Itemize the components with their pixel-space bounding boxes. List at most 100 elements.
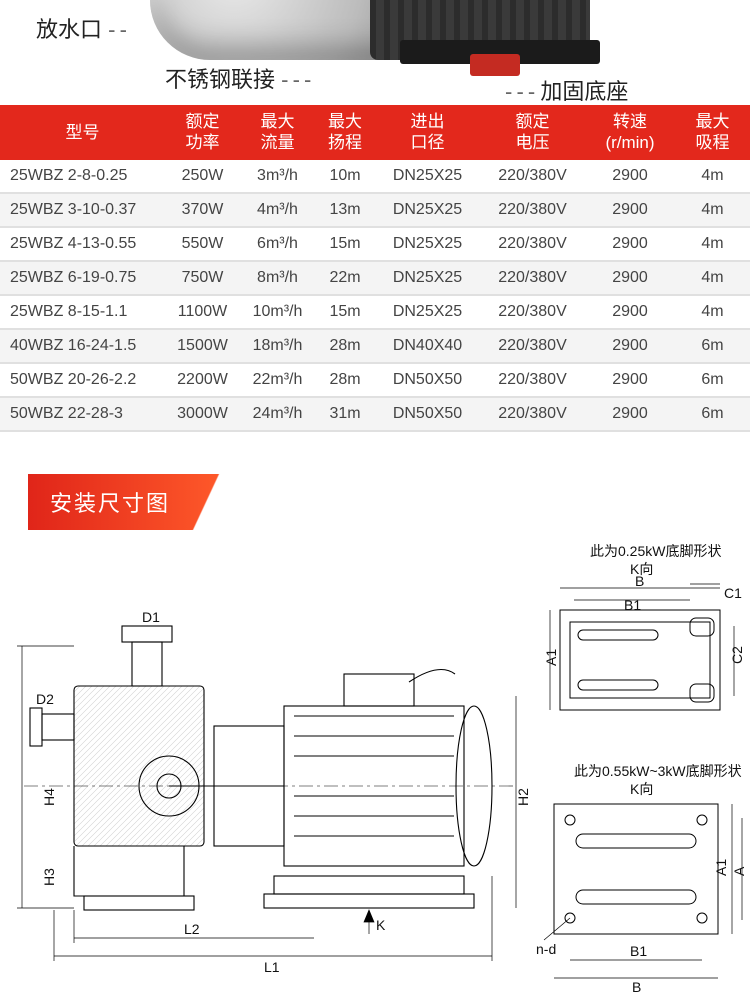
annot-drain-port-label: 放水口 [36, 17, 102, 42]
cell-model: 50WBZ 22-28-3 [0, 397, 165, 431]
cell-port: DN50X50 [375, 363, 480, 397]
spec-table-head: 型号额定功率最大流量最大扬程进出口径额定电压转速(r/min)最大吸程 [0, 105, 750, 160]
spec-col-head: 最大扬程 [315, 105, 375, 160]
dim-L1: L1 [264, 959, 280, 975]
cell-speed: 2900 [585, 227, 675, 261]
cell-flow: 6m³/h [240, 227, 315, 261]
cell-port: DN25X25 [375, 295, 480, 329]
cell-speed: 2900 [585, 193, 675, 227]
diagram-region: L1 L2 K D1 D2 H1 H4 H3 H2 此为0.25kW底脚形状 K… [0, 536, 750, 996]
table-row: 25WBZ 8-15-1.11100W10m³/h15mDN25X25220/3… [0, 295, 750, 329]
cell-model: 25WBZ 3-10-0.37 [0, 193, 165, 227]
cell-head: 15m [315, 295, 375, 329]
spec-col-speed: 转速(r/min) [585, 105, 675, 160]
cell-flow: 10m³/h [240, 295, 315, 329]
foot-large-title: 此为0.55kW~3kW底脚形状 [574, 764, 742, 779]
cell-port: DN50X50 [375, 397, 480, 431]
table-row: 50WBZ 20-26-2.22200W22m³/h28mDN50X50220/… [0, 363, 750, 397]
spec-col-power: 额定功率 [165, 105, 240, 160]
cell-voltage: 220/380V [480, 160, 585, 193]
cell-flow: 18m³/h [240, 329, 315, 363]
cell-power: 550W [165, 227, 240, 261]
cell-speed: 2900 [585, 295, 675, 329]
cell-power: 2200W [165, 363, 240, 397]
foot-small-title: 此为0.25kW底脚形状 [590, 544, 721, 559]
foot-B: B [635, 573, 644, 589]
pump-section-diagram: L1 L2 K D1 D2 H1 H4 H3 H2 [14, 596, 534, 976]
spec-table-body: 25WBZ 2-8-0.25250W3m³/h10mDN25X25220/380… [0, 160, 750, 431]
cell-model: 40WBZ 16-24-1.5 [0, 329, 165, 363]
cell-head: 10m [315, 160, 375, 193]
cell-flow: 4m³/h [240, 193, 315, 227]
annot-ss-coupling-label: 不锈钢联接 [165, 67, 275, 92]
cell-head: 13m [315, 193, 375, 227]
dim-H3: H3 [41, 867, 57, 885]
cell-head: 28m [315, 329, 375, 363]
cell-voltage: 220/380V [480, 193, 585, 227]
cell-suction: 4m [675, 193, 750, 227]
cell-voltage: 220/380V [480, 363, 585, 397]
cell-voltage: 220/380V [480, 261, 585, 295]
cell-model: 25WBZ 4-13-0.55 [0, 227, 165, 261]
cell-power: 370W [165, 193, 240, 227]
cell-head: 31m [315, 397, 375, 431]
annot-base: - - - 加固底座 [505, 74, 628, 105]
dim-K: K [376, 917, 386, 933]
spec-col-suction: 最大吸程 [675, 105, 750, 160]
red-foot-shape [470, 54, 520, 76]
product-photo-region: 放水口 - - 不锈钢联接 - - - - - - 加固底座 [0, 0, 750, 105]
cell-voltage: 220/380V [480, 295, 585, 329]
foot2-A: A [731, 866, 747, 876]
spec-col-voltage: 额定电压 [480, 105, 585, 160]
foot-C1: C1 [724, 585, 742, 601]
foot2-B: B [632, 979, 641, 995]
cell-suction: 6m [675, 363, 750, 397]
cell-flow: 22m³/h [240, 363, 315, 397]
foot-diagram-small: 此为0.25kW底脚形状 K向 B B1 C1 A A1 C2 [540, 544, 745, 749]
cell-power: 250W [165, 160, 240, 193]
foot-diagram-large: 此为0.55kW~3kW底脚形状 K向 n-d A1 A B1 B [536, 764, 748, 996]
foot-B1: B1 [624, 597, 641, 613]
cell-port: DN25X25 [375, 227, 480, 261]
spec-col-port: 进出口径 [375, 105, 480, 160]
cell-power: 3000W [165, 397, 240, 431]
cell-head: 15m [315, 227, 375, 261]
cell-port: DN25X25 [375, 261, 480, 295]
cell-port: DN40X40 [375, 329, 480, 363]
leader-dashes: - - - [281, 67, 310, 92]
foot2-B1: B1 [630, 943, 647, 959]
spec-table: 型号额定功率最大流量最大扬程进出口径额定电压转速(r/min)最大吸程 25WB… [0, 105, 750, 432]
table-row: 25WBZ 4-13-0.55550W6m³/h15mDN25X25220/38… [0, 227, 750, 261]
cell-power: 750W [165, 261, 240, 295]
annot-base-label: 加固底座 [540, 79, 628, 104]
cell-voltage: 220/380V [480, 397, 585, 431]
cell-model: 25WBZ 8-15-1.1 [0, 295, 165, 329]
dim-D2: D2 [36, 691, 54, 707]
cell-flow: 3m³/h [240, 160, 315, 193]
cell-power: 1100W [165, 295, 240, 329]
cell-suction: 4m [675, 160, 750, 193]
dim-H4: H4 [41, 787, 57, 805]
cell-flow: 8m³/h [240, 261, 315, 295]
cell-voltage: 220/380V [480, 329, 585, 363]
cell-suction: 6m [675, 397, 750, 431]
table-row: 50WBZ 22-28-33000W24m³/h31mDN50X50220/38… [0, 397, 750, 431]
foot2-A1: A1 [713, 858, 729, 875]
spec-col-flow: 最大流量 [240, 105, 315, 160]
cell-speed: 2900 [585, 261, 675, 295]
cell-speed: 2900 [585, 397, 675, 431]
cell-model: 50WBZ 20-26-2.2 [0, 363, 165, 397]
spec-col-model: 型号 [0, 105, 165, 160]
dim-D1: D1 [142, 609, 160, 625]
cell-model: 25WBZ 2-8-0.25 [0, 160, 165, 193]
foot-C2: C2 [729, 645, 745, 663]
leader-dashes: - - [108, 17, 126, 42]
table-row: 25WBZ 3-10-0.37370W4m³/h13mDN25X25220/38… [0, 193, 750, 227]
dim-H2: H2 [515, 787, 531, 805]
table-row: 25WBZ 6-19-0.75750W8m³/h22mDN25X25220/38… [0, 261, 750, 295]
dim-L2: L2 [184, 921, 200, 937]
cell-speed: 2900 [585, 329, 675, 363]
cell-head: 28m [315, 363, 375, 397]
cell-suction: 4m [675, 227, 750, 261]
cell-model: 25WBZ 6-19-0.75 [0, 261, 165, 295]
